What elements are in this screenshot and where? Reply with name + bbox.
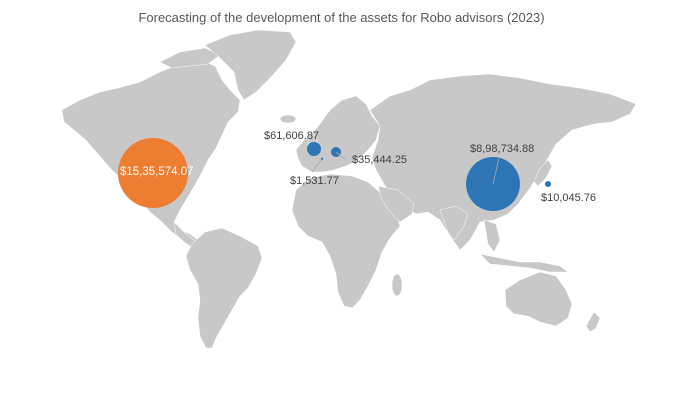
madagascar bbox=[391, 273, 403, 297]
leader-line-china bbox=[492, 157, 500, 185]
label-us: $15,35,574.07 bbox=[120, 166, 194, 178]
label-germany: $35,444.25 bbox=[352, 154, 408, 166]
chart-title: Forecasting of the development of the as… bbox=[138, 10, 545, 25]
new-zealand bbox=[585, 311, 601, 333]
bubble-japan[interactable] bbox=[545, 181, 551, 187]
australia bbox=[504, 271, 573, 327]
leader-line-germany bbox=[335, 151, 346, 160]
iceland bbox=[279, 114, 297, 124]
southeast-asia bbox=[483, 219, 501, 253]
label-japan: $10,045.76 bbox=[541, 192, 597, 204]
arabia bbox=[377, 185, 415, 223]
label-france: $1,531.77 bbox=[290, 175, 339, 187]
africa bbox=[291, 173, 401, 309]
bubble-us[interactable] bbox=[118, 138, 188, 208]
bubble-uk[interactable] bbox=[307, 142, 321, 156]
label-uk: $61,606.87 bbox=[264, 130, 320, 142]
japan bbox=[533, 159, 553, 187]
greenland bbox=[204, 29, 297, 101]
leader-line-france bbox=[311, 158, 323, 173]
label-china: $8,98,734.88 bbox=[470, 143, 535, 155]
arctic-islands bbox=[159, 47, 221, 69]
south-america bbox=[185, 227, 263, 349]
india bbox=[439, 205, 469, 241]
indonesia bbox=[479, 253, 569, 273]
